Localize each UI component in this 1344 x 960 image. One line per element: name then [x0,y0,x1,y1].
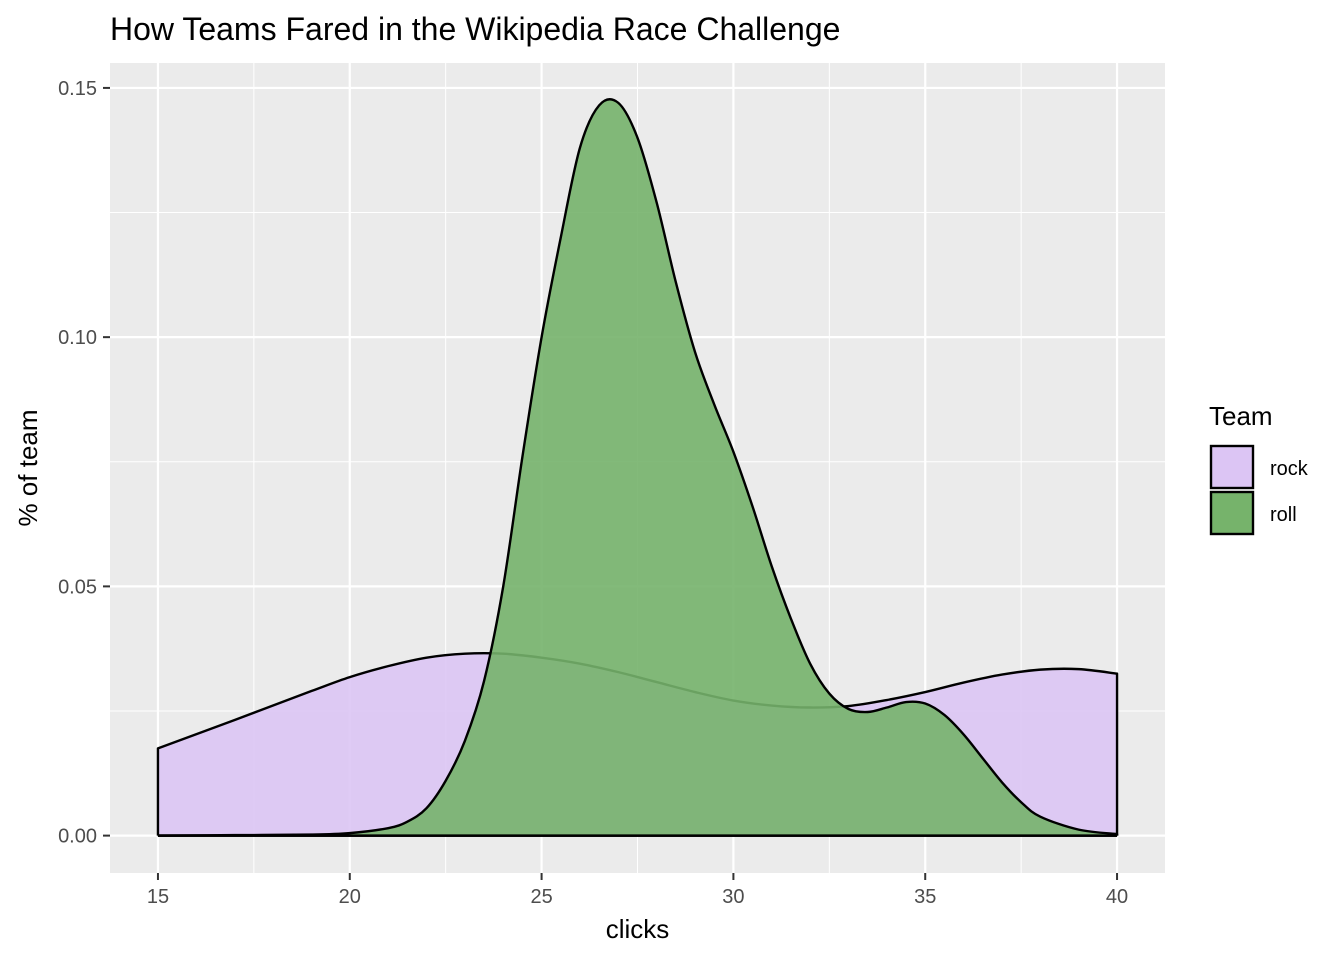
x-axis-tick-label: 30 [722,886,744,908]
axis-ticks [103,86,1119,880]
y-axis-title: % of team [13,409,43,526]
legend: Team rock roll [1209,401,1309,536]
y-axis-tick-label: 0.00 [58,826,97,848]
legend-title: Team [1209,401,1273,431]
x-axis-tick-label: 25 [530,886,552,908]
density-areas [156,98,1119,837]
x-axis-tick-labels: 15 20 25 30 35 40 [147,886,1128,908]
x-axis-tick-label: 40 [1106,886,1128,908]
chart-title: How Teams Fared in the Wikipedia Race Ch… [110,11,840,47]
legend-key-rock [1209,444,1255,490]
y-axis-tick-label: 0.05 [58,576,97,598]
y-axis-tick-labels: 0.00 0.05 0.10 0.15 [58,78,97,848]
legend-label-rock: rock [1270,458,1309,480]
y-axis-tick-label: 0.15 [58,78,97,100]
y-axis-tick-label: 0.10 [58,327,97,349]
x-axis-tick-label: 20 [339,886,361,908]
x-axis-title: clicks [606,914,670,944]
x-axis-tick-label: 35 [914,886,936,908]
legend-label-roll: roll [1270,504,1297,526]
legend-key-roll [1209,490,1255,536]
density-outline-roll [157,98,1119,837]
x-axis-tick-label: 15 [147,886,169,908]
density-area-roll [157,99,1118,836]
